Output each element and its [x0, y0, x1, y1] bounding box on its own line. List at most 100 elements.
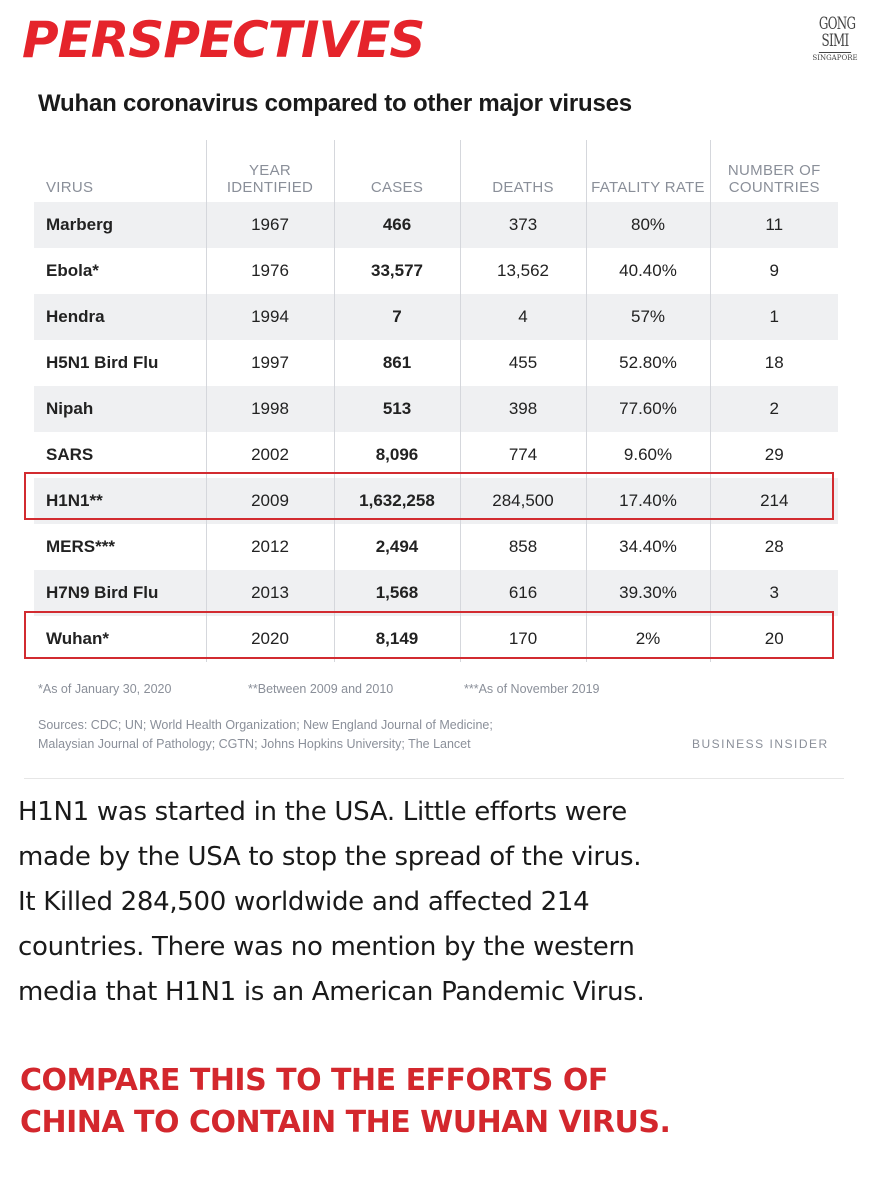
cell-virus: Ebola*	[34, 248, 206, 294]
sources-line-2: Malaysian Journal of Pathology; CGTN; Jo…	[38, 737, 471, 751]
cell-countries: 214	[709, 478, 838, 524]
table-row: SARS 2002 8,096 774 9.60% 29	[34, 432, 838, 478]
column-header-countries: NUMBER OF COUNTRIES	[709, 140, 838, 202]
cell-cases: 2,494	[333, 524, 460, 570]
commentary-line-5: media that H1N1 is an American Pandemic …	[18, 977, 645, 1007]
page-title: PERSPECTIVES	[22, 11, 425, 69]
commentary-line-4: countries. There was no mention by the w…	[18, 932, 635, 962]
cell-fatality-rate: 17.40%	[585, 478, 710, 524]
cell-cases: 466	[333, 202, 460, 248]
cell-deaths: 616	[459, 570, 586, 616]
cell-virus: Hendra	[34, 294, 206, 340]
header-row: VIRUS YEAR IDENTIFIED CASES DEATHS FATAL…	[34, 140, 838, 202]
cell-deaths: 398	[459, 386, 586, 432]
cell-fatality-rate: 39.30%	[585, 570, 710, 616]
highlight-box-h1n1	[24, 472, 834, 520]
highlight-box-wuhan	[24, 611, 834, 659]
commentary-line-2: made by the USA to stop the spread of th…	[18, 842, 642, 872]
cell-virus: Wuhan*	[34, 616, 206, 662]
sources: Sources: CDC; UN; World Health Organizat…	[38, 716, 678, 754]
column-header-year: YEAR IDENTIFIED	[205, 140, 334, 202]
brand-logo-line-1: GONG	[818, 14, 856, 34]
table-row: H1N1** 2009 1,632,258 284,500 17.40% 214	[34, 478, 838, 524]
brand-logo: GONG SIMI SINGAPORE	[812, 16, 858, 88]
cell-year: 2009	[205, 478, 334, 524]
page-subtitle: Wuhan coronavirus compared to other majo…	[38, 90, 632, 117]
commentary-text: H1N1 was started in the USA. Little effo…	[18, 790, 858, 1015]
table-body: Marberg 1967 466 373 80% 11 Ebola* 1976 33,577 13…	[34, 202, 838, 662]
cell-cases: 8,149	[333, 616, 460, 662]
cell-year: 1998	[205, 386, 334, 432]
publisher-credit: BUSINESS INSIDER	[692, 737, 829, 751]
sources-line-1: Sources: CDC; UN; World Health Organizat…	[38, 718, 493, 732]
column-header-fatality-rate: FATALITY RATE	[585, 140, 710, 202]
cell-fatality-rate: 40.40%	[585, 248, 710, 294]
cell-countries: 28	[709, 524, 838, 570]
table-row: Ebola* 1976 33,577 13,562 40.40% 9	[34, 248, 838, 294]
cell-cases: 8,096	[333, 432, 460, 478]
table-row: Wuhan* 2020 8,149 170 2% 20	[34, 616, 838, 662]
cell-virus: MERS***	[34, 524, 206, 570]
cell-virus: Nipah	[34, 386, 206, 432]
table-row: MERS*** 2012 2,494 858 34.40% 28	[34, 524, 838, 570]
callout-text: COMPARE THIS TO THE EFFORTS OF CHINA TO …	[20, 1060, 860, 1144]
cell-virus: H1N1**	[34, 478, 206, 524]
column-header-cases: CASES	[333, 140, 460, 202]
cell-cases: 513	[333, 386, 460, 432]
column-header-virus: VIRUS	[46, 179, 94, 196]
cell-year: 2002	[205, 432, 334, 478]
callout-line-1: COMPARE THIS TO THE EFFORTS OF	[20, 1063, 608, 1098]
cell-cases: 861	[333, 340, 460, 386]
footnote-2: **Between 2009 and 2010	[248, 682, 394, 696]
cell-virus: Marberg	[34, 202, 206, 248]
cell-countries: 2	[709, 386, 838, 432]
cell-countries: 1	[709, 294, 838, 340]
cell-cases: 1,632,258	[333, 478, 460, 524]
cell-fatality-rate: 34.40%	[585, 524, 710, 570]
cell-deaths: 455	[459, 340, 586, 386]
table-header: VIRUS YEAR IDENTIFIED CASES DEATHS FATAL…	[34, 140, 838, 202]
table-row: Marberg 1967 466 373 80% 11	[34, 202, 838, 248]
commentary-line-1: H1N1 was started in the USA. Little effo…	[18, 797, 627, 827]
cell-deaths: 170	[459, 616, 586, 662]
cell-deaths: 284,500	[459, 478, 586, 524]
table-row: H7N9 Bird Flu 2013 1,568 616 39.30% 3	[34, 570, 838, 616]
footnote-3: ***As of November 2019	[464, 682, 600, 696]
cell-year: 2012	[205, 524, 334, 570]
cell-fatality-rate: 57%	[585, 294, 710, 340]
brand-logo-line-2: SIMI	[818, 33, 852, 53]
cell-cases: 1,568	[333, 570, 460, 616]
cell-countries: 9	[709, 248, 838, 294]
cell-fatality-rate: 2%	[585, 616, 710, 662]
cell-year: 1994	[205, 294, 334, 340]
cell-year: 1976	[205, 248, 334, 294]
cell-countries: 3	[709, 570, 838, 616]
commentary-line-3: It Killed 284,500 worldwide and affected…	[18, 887, 590, 917]
cell-cases: 33,577	[333, 248, 460, 294]
cell-deaths: 4	[459, 294, 586, 340]
cell-fatality-rate: 77.60%	[585, 386, 710, 432]
cell-fatality-rate: 9.60%	[585, 432, 710, 478]
cell-virus: H7N9 Bird Flu	[34, 570, 206, 616]
cell-virus: H5N1 Bird Flu	[34, 340, 206, 386]
table-row: H5N1 Bird Flu 1997 861 455 52.80% 18	[34, 340, 838, 386]
cell-fatality-rate: 52.80%	[585, 340, 710, 386]
virus-comparison-table: VIRUS YEAR IDENTIFIED CASES DEATHS FATAL…	[34, 140, 838, 662]
cell-countries: 20	[709, 616, 838, 662]
cell-deaths: 13,562	[459, 248, 586, 294]
cell-deaths: 858	[459, 524, 586, 570]
footnote-1: *As of January 30, 2020	[38, 682, 172, 696]
cell-year: 1967	[205, 202, 334, 248]
cell-virus: SARS	[34, 432, 206, 478]
brand-logo-line-3: SINGAPORE	[812, 54, 858, 62]
cell-fatality-rate: 80%	[585, 202, 710, 248]
cell-countries: 18	[709, 340, 838, 386]
cell-year: 2020	[205, 616, 334, 662]
cell-deaths: 774	[459, 432, 586, 478]
cell-year: 1997	[205, 340, 334, 386]
callout-line-2: CHINA TO CONTAIN THE WUHAN VIRUS.	[20, 1105, 671, 1140]
cell-deaths: 373	[459, 202, 586, 248]
table-row: Hendra 1994 7 4 57% 1	[34, 294, 838, 340]
cell-cases: 7	[333, 294, 460, 340]
cell-countries: 29	[709, 432, 838, 478]
